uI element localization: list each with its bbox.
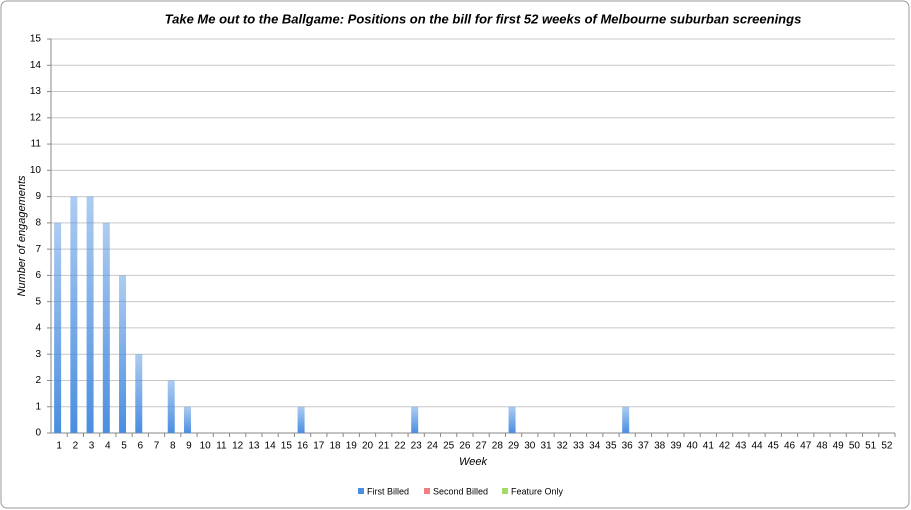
x-tick-label: 1 [56,441,62,452]
x-tick-label: 36 [622,441,634,452]
x-tick-label: 39 [670,441,682,452]
y-tick-label: 4 [35,323,41,334]
x-tick-label: 25 [443,441,455,452]
legend-swatch [424,488,430,494]
y-tick-label: 0 [35,428,41,439]
y-tick-label: 11 [31,139,42,150]
x-tick-label: 33 [573,441,585,452]
y-tick-label: 7 [35,244,41,255]
x-tick-label: 11 [216,441,227,452]
bar [86,196,94,433]
legend-label: Feature Only [511,486,564,496]
x-tick-label: 2 [73,441,79,452]
x-tick-label: 49 [833,441,845,452]
chart-title: Take Me out to the Ballgame: Positions o… [165,11,802,26]
x-tick-label: 52 [881,441,893,452]
bar [508,406,516,433]
x-tick-label: 32 [557,441,569,452]
x-tick-label: 14 [265,441,277,452]
x-tick-label: 23 [411,441,423,452]
bar [70,196,78,433]
bar [411,406,419,433]
x-tick-label: 45 [768,441,780,452]
y-tick-label: 13 [30,86,42,97]
x-tick-label: 13 [248,441,260,452]
x-tick-label: 10 [200,441,212,452]
x-tick-label: 15 [281,441,293,452]
x-tick-label: 50 [849,441,861,452]
y-axis-label: Number of engagements [16,175,28,297]
bar [102,222,110,433]
x-tick-label: 41 [703,441,715,452]
bar [135,354,143,433]
x-tick-label: 28 [492,441,504,452]
y-tick-label: 1 [35,401,41,412]
x-tick-label: 9 [186,441,192,452]
x-tick-label: 51 [865,441,877,452]
x-tick-label: 27 [476,441,488,452]
bar [54,222,62,433]
x-axis-label: Week [459,456,487,468]
y-tick-label: 12 [30,112,42,123]
x-tick-label: 17 [313,441,325,452]
y-tick-label: 10 [30,165,42,176]
legend-label: Second Billed [433,486,488,496]
x-tick-label: 38 [654,441,666,452]
y-tick-label: 8 [35,218,41,229]
y-tick-label: 2 [35,375,41,386]
x-tick-label: 26 [459,441,471,452]
x-tick-label: 8 [170,441,176,452]
x-tick-label: 16 [297,441,309,452]
x-tick-label: 30 [524,441,536,452]
x-tick-label: 42 [719,441,731,452]
bar [119,275,127,433]
x-tick-label: 31 [540,441,552,452]
x-tick-label: 22 [394,441,406,452]
x-tick-label: 24 [427,441,439,452]
x-tick-label: 40 [687,441,699,452]
y-tick-label: 3 [35,349,41,360]
legend-swatch [358,488,364,494]
x-tick-label: 12 [232,441,244,452]
x-tick-label: 43 [735,441,747,452]
x-tick-label: 18 [329,441,341,452]
y-tick-label: 14 [30,60,42,71]
x-tick-label: 35 [605,441,617,452]
x-tick-label: 21 [378,441,390,452]
x-tick-label: 48 [816,441,828,452]
x-tick-label: 44 [751,441,763,452]
bar [183,406,191,433]
x-tick-label: 29 [508,441,520,452]
y-tick-label: 15 [30,34,42,45]
legend-label: First Billed [367,486,409,496]
y-tick-label: 9 [35,191,41,202]
x-tick-label: 19 [346,441,358,452]
x-tick-label: 20 [362,441,374,452]
x-tick-label: 5 [121,441,127,452]
x-tick-label: 37 [638,441,650,452]
x-tick-label: 6 [137,441,143,452]
x-tick-label: 4 [105,441,111,452]
x-tick-label: 47 [800,441,812,452]
bar [297,406,305,433]
legend-swatch [502,488,508,494]
x-tick-label: 34 [589,441,601,452]
x-tick-label: 7 [154,441,160,452]
y-tick-label: 6 [35,270,41,281]
x-tick-label: 46 [784,441,796,452]
bar [167,380,175,433]
x-tick-label: 3 [89,441,95,452]
y-tick-label: 5 [35,296,41,307]
bar [622,406,630,433]
